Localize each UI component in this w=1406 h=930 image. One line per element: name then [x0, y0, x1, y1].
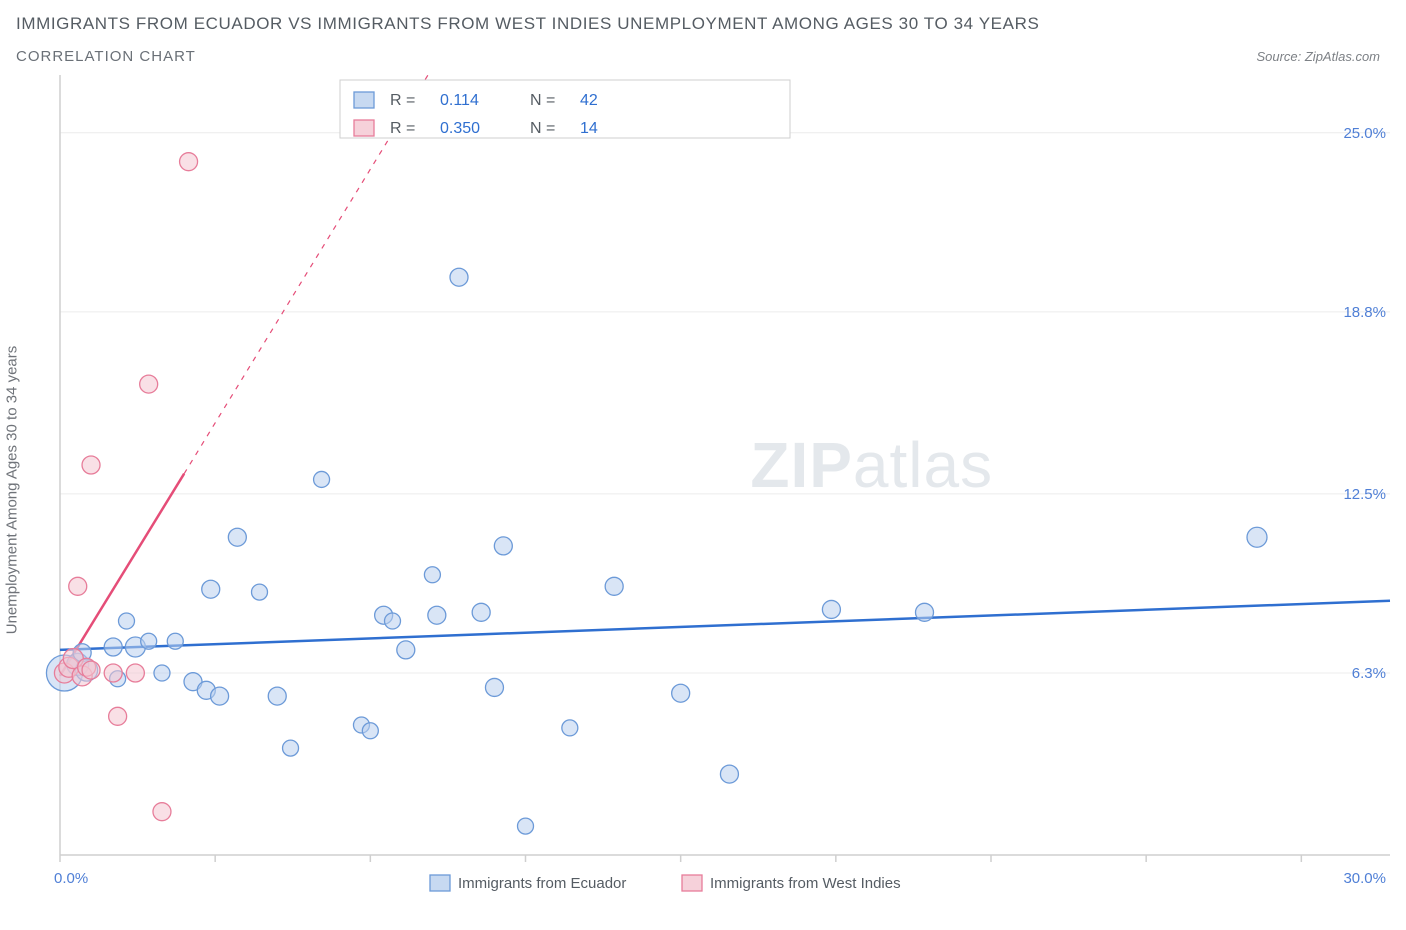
scatter-point [202, 580, 220, 598]
scatter-point [82, 661, 100, 679]
scatter-point [314, 471, 330, 487]
y-tick-label: 25.0% [1343, 125, 1386, 142]
scatter-point [153, 803, 171, 821]
scatter-point [518, 818, 534, 834]
legend-swatch [354, 92, 374, 108]
scatter-point [672, 684, 690, 702]
scatter-point [180, 153, 198, 171]
legend-r-label: R = [390, 120, 415, 137]
scatter-point [252, 584, 268, 600]
scatter-point [916, 603, 934, 621]
scatter-point [428, 606, 446, 624]
scatter-point [472, 603, 490, 621]
scatter-point [167, 633, 183, 649]
scatter-point [494, 537, 512, 555]
page-subtitle: CORRELATION CHART [16, 48, 196, 65]
scatter-point [424, 567, 440, 583]
legend-swatch [354, 120, 374, 136]
x-axis-max-label: 30.0% [1343, 870, 1386, 887]
scatter-point [104, 638, 122, 656]
scatter-point [141, 633, 157, 649]
scatter-point [605, 577, 623, 595]
legend-swatch [682, 875, 702, 891]
scatter-point [211, 687, 229, 705]
legend-n-value: 14 [580, 120, 598, 137]
scatter-point [822, 600, 840, 618]
scatter-point [154, 665, 170, 681]
scatter-point [104, 664, 122, 682]
legend-n-value: 42 [580, 92, 598, 109]
trend-line-ecuador [60, 601, 1390, 650]
scatter-point [720, 765, 738, 783]
scatter-point [385, 613, 401, 629]
scatter-point [69, 577, 87, 595]
scatter-point [485, 678, 503, 696]
legend-r-label: R = [390, 92, 415, 109]
scatter-point [450, 268, 468, 286]
source-label: Source: ZipAtlas.com [1256, 49, 1380, 64]
page-title: IMMIGRANTS FROM ECUADOR VS IMMIGRANTS FR… [16, 14, 1390, 34]
scatter-point [562, 720, 578, 736]
y-tick-label: 12.5% [1343, 486, 1386, 503]
scatter-point [283, 740, 299, 756]
legend-n-label: N = [530, 92, 555, 109]
legend-r-value: 0.350 [440, 120, 480, 137]
y-tick-label: 18.8% [1343, 304, 1386, 321]
scatter-point [362, 723, 378, 739]
y-tick-label: 6.3% [1352, 665, 1386, 682]
scatter-point [126, 664, 144, 682]
legend-n-label: N = [530, 120, 555, 137]
scatter-point [140, 375, 158, 393]
scatter-point [268, 687, 286, 705]
y-axis-label: Unemployment Among Ages 30 to 34 years [4, 346, 21, 635]
legend-series-label: Immigrants from Ecuador [458, 875, 626, 892]
scatter-point [82, 456, 100, 474]
scatter-point [109, 707, 127, 725]
legend-series-label: Immigrants from West Indies [710, 875, 901, 892]
scatter-point [1247, 527, 1267, 547]
chart-container: Unemployment Among Ages 30 to 34 years Z… [0, 75, 1406, 905]
scatter-point [397, 641, 415, 659]
scatter-point [228, 528, 246, 546]
x-axis-min-label: 0.0% [54, 870, 88, 887]
legend-r-value: 0.114 [440, 92, 479, 109]
scatter-point [119, 613, 135, 629]
legend-swatch [430, 875, 450, 891]
correlation-chart: 6.3% 12.5% 18.8% 25.0% R = 0.114 N = 42 R = 0.350… [0, 75, 1406, 905]
